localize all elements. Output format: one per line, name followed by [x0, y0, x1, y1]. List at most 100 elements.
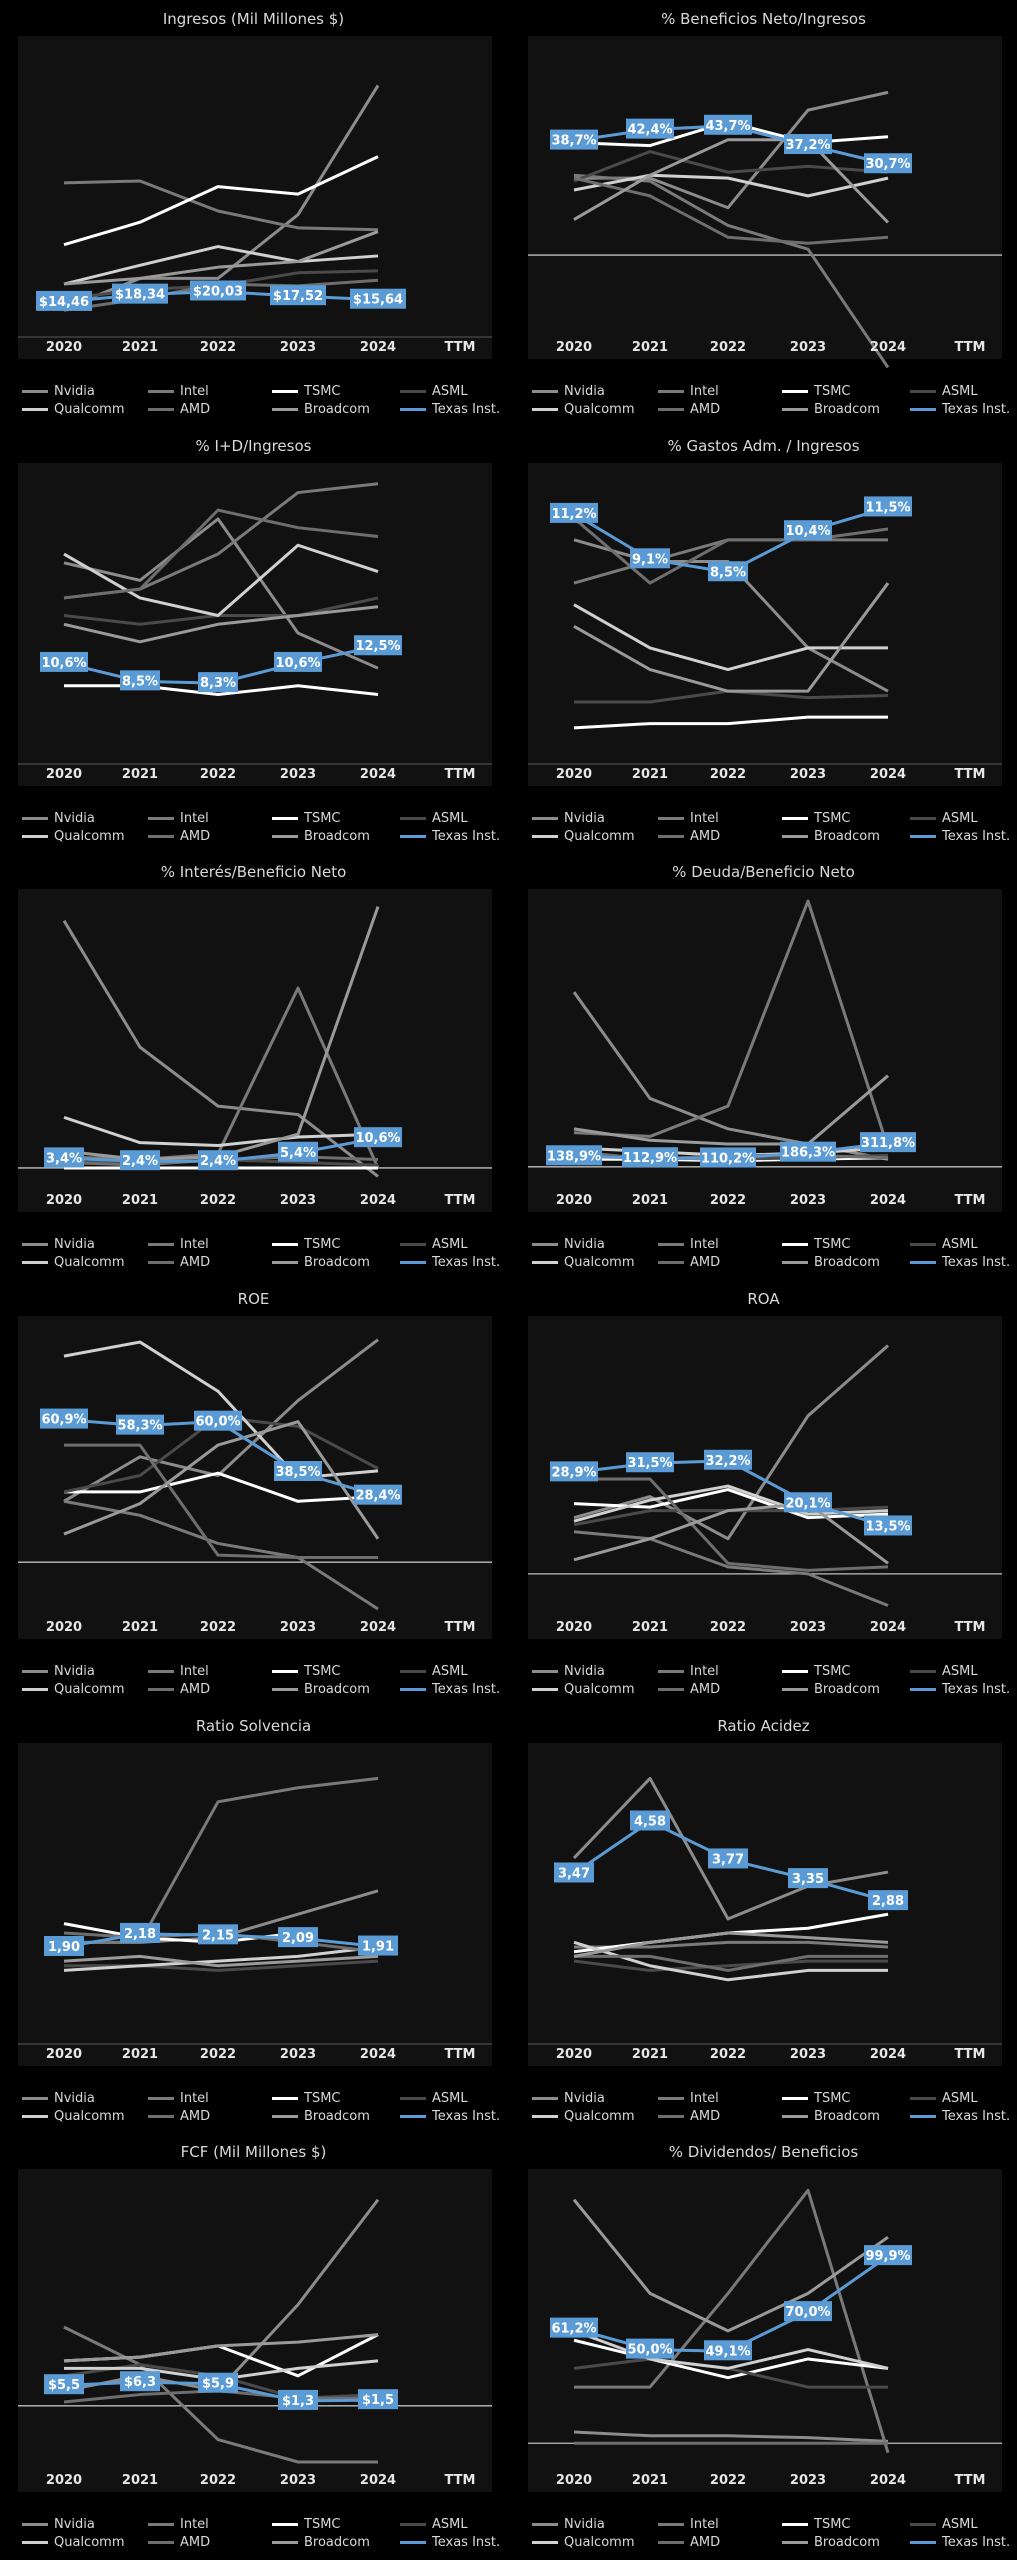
legend-label: AMD: [690, 1682, 721, 1697]
data-label-text: $18,34: [115, 288, 165, 303]
legend-item-qualcomm: Qualcomm: [532, 1682, 634, 1697]
data-label-box: [784, 519, 832, 540]
series-line-nvidia: [573, 1344, 889, 1541]
legend-swatch: [910, 834, 936, 838]
legend-label: Nvidia: [564, 2517, 605, 2533]
plot-area: [18, 1316, 492, 1639]
legend-swatch: [532, 816, 558, 820]
data-label-box: [190, 280, 246, 301]
x-tick-label: 2020: [46, 767, 82, 782]
data-label-text: 60,0%: [195, 1415, 240, 1430]
legend-label: AMD: [690, 1255, 721, 1271]
data-label-text: 60,9%: [41, 1413, 86, 1428]
data-label-box: [194, 1410, 242, 1431]
data-label-box: [784, 134, 832, 155]
legend-swatch: [782, 816, 808, 820]
series-line-qualcomm: [63, 1945, 379, 1972]
x-tick-label: 2022: [710, 2047, 746, 2062]
legend-item-amd: AMD: [658, 402, 720, 417]
data-label-box: [120, 670, 160, 691]
legend-swatch: [658, 408, 684, 411]
data-label-texas-2024: $1,5: [358, 2389, 398, 2410]
series-line-intel: [63, 179, 379, 232]
legend-item-nvidia: Nvidia: [22, 811, 95, 826]
legend-swatch: [910, 1670, 936, 1673]
chart-svg: 1,90 2,18 2,15 2,09 1,91 2020 2021 2022 2023 2024…: [18, 1742, 492, 2066]
legend-label: ASML: [942, 2517, 978, 2533]
x-tick-label: 2024: [360, 2047, 396, 2062]
chart-panel-dividendos-beneficios: % Dividendos/ Beneficios 61,2% 50,0% 49,1% 7…: [514, 2137, 1013, 2556]
legend-label: Qualcomm: [54, 1682, 125, 1697]
x-tick-label: 2021: [632, 340, 668, 355]
legend-swatch: [272, 1261, 298, 1265]
chart-title: ROA: [747, 1290, 780, 1308]
x-tick-label: 2024: [870, 1193, 906, 1208]
series-line-tsmc: [573, 715, 888, 730]
data-label-texas-2023: 3,35: [788, 1867, 828, 1888]
data-label-text: 3,4%: [46, 1152, 82, 1167]
plot-area: [18, 462, 492, 786]
data-label-texas-2023: 20,1%: [784, 1492, 832, 1513]
data-label-text: $1,3: [282, 2394, 314, 2409]
data-label-text: 10,4%: [785, 524, 830, 539]
chart-panel-roe: ROE 60,9% 58,3% 60,0% 38,5% 28,4% 2020 2021 2022…: [4, 1284, 503, 1703]
legend-label: Intel: [180, 2090, 209, 2106]
series-line-qualcomm: [573, 1940, 888, 1981]
legend-item-texas-inst: Texas Inst.: [400, 1682, 500, 1697]
legend-item-nvidia: Nvidia: [532, 2517, 605, 2532]
legend-item-intel: Intel: [658, 384, 719, 399]
legend-item-intel: Intel: [148, 384, 209, 399]
data-label-texas-2023: 70,0%: [784, 2301, 832, 2322]
x-tick-label: 2021: [122, 2473, 158, 2488]
series-line-amd: [573, 516, 889, 585]
legend-item-amd: AMD: [148, 1682, 210, 1697]
x-tick-label: 2021: [122, 767, 158, 782]
chart-svg: 61,2% 50,0% 49,1% 70,0% 99,9% 2020 2021 2022 202…: [528, 2169, 1002, 2493]
data-label-box: [780, 1141, 836, 1162]
chart-svg: 3,47 4,58 3,77 3,35 2,88 2020 2021 2022 2023 2024…: [528, 1742, 1002, 2066]
legend-item-qualcomm: Qualcomm: [22, 2109, 124, 2124]
legend-label: ASML: [942, 2090, 978, 2106]
x-tick-label: 2022: [710, 2473, 746, 2488]
legend-item-amd: AMD: [148, 2109, 210, 2124]
legend-item-broadcom: Broadcom: [782, 2109, 880, 2124]
x-tick-label: 2024: [360, 2473, 396, 2488]
data-label-box: [864, 1515, 912, 1536]
x-tick-label: 2021: [122, 1193, 158, 1208]
legend-swatch: [532, 1670, 558, 1673]
legend-label: AMD: [690, 402, 721, 417]
data-label-texas-2024: 12,5%: [354, 634, 402, 655]
legend-swatch: [148, 816, 174, 820]
data-label-box: [708, 560, 748, 581]
x-tick-label: 2024: [360, 1193, 396, 1208]
legend-item-amd: AMD: [658, 829, 720, 844]
x-tick-label: 2022: [200, 767, 236, 782]
data-label-text: $20,03: [193, 284, 243, 299]
x-tick-label: 2021: [122, 1620, 158, 1635]
legend-item-asml: ASML: [910, 1664, 978, 1679]
data-label-box: [626, 1452, 674, 1473]
legend-item-intel: Intel: [658, 811, 719, 826]
data-label-texas-2020: 28,9%: [550, 1461, 598, 1482]
data-label-texas-2024: 1,91: [358, 1935, 398, 1956]
legend-label: Broadcom: [304, 828, 370, 844]
data-label-text: 3,77: [712, 1852, 744, 1867]
data-label-box: [44, 1147, 84, 1168]
legend-item-asml: ASML: [400, 811, 468, 826]
x-tick-label: TTM: [445, 340, 476, 355]
legend-item-broadcom: Broadcom: [272, 1255, 370, 1270]
series-line-qualcomm: [573, 2329, 889, 2371]
x-tick-label: 2022: [200, 1620, 236, 1635]
x-tick-label: 2023: [790, 340, 826, 355]
chart-title: % Dividendos/ Beneficios: [668, 2143, 859, 2162]
legend-swatch: [782, 390, 808, 393]
chart-title: % Gastos Adm. / Ingresos: [667, 436, 860, 455]
legend-label: AMD: [180, 2535, 211, 2551]
legend-swatch: [22, 816, 48, 820]
chart-panel-i-d-ingresos: % I+D/Ingresos 10,6% 8,5% 8,3% 10,6% 12,5% 202…: [4, 430, 503, 850]
data-label-texas-2022: 43,7%: [704, 114, 752, 135]
legend-swatch: [272, 834, 298, 838]
legend-swatch: [782, 2523, 808, 2527]
data-label-text: $5,9: [202, 2377, 234, 2392]
legend-item-intel: Intel: [658, 1237, 719, 1252]
